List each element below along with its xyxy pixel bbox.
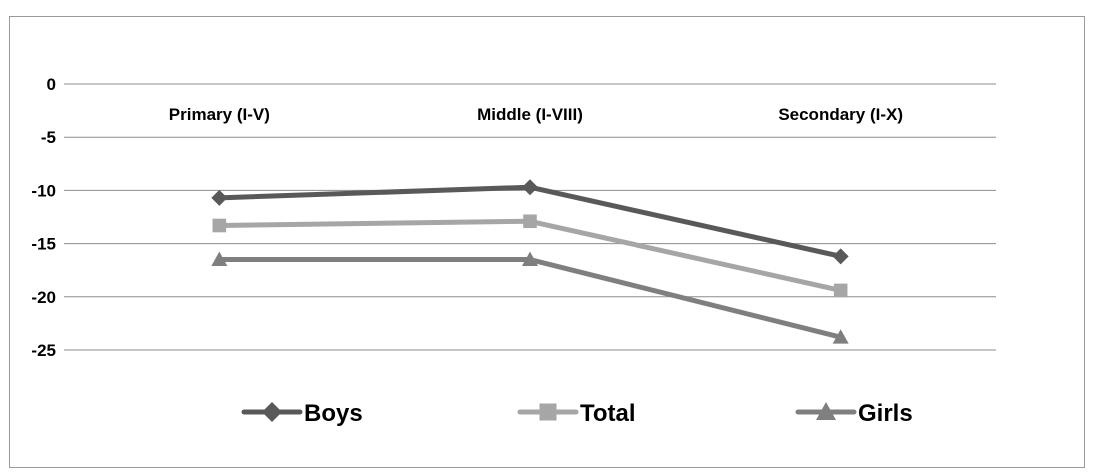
category-label: Middle (I-VIII) <box>477 105 583 124</box>
y-tick-label: -10 <box>31 181 56 200</box>
series-markers <box>211 179 849 344</box>
legend-label: Total <box>580 400 636 427</box>
y-tick-label: -25 <box>31 341 56 360</box>
y-tick-label: -15 <box>31 235 56 254</box>
data-point-girls <box>832 329 849 344</box>
data-point-total <box>833 283 848 298</box>
data-point-girls <box>522 251 538 266</box>
y-tick-label: -20 <box>31 288 56 307</box>
data-point-boys <box>522 179 538 196</box>
data-point-total <box>523 214 537 229</box>
legend-marker <box>816 402 836 420</box>
legend-label: Girls <box>858 400 913 427</box>
data-point-total <box>212 218 227 233</box>
y-axis-ticks: 0 -5 -10 -15 -20 -25 <box>31 75 56 360</box>
category-label: Secondary (I-X) <box>778 105 903 124</box>
y-tick-label: 0 <box>47 75 56 94</box>
y-tick-label: -5 <box>41 128 56 147</box>
legend-marker <box>262 402 282 422</box>
data-point-boys <box>832 248 849 265</box>
legend-item-total: Total <box>517 400 636 427</box>
legend-item-girls: Girls <box>795 400 913 427</box>
legend-item-boys: Boys <box>241 400 363 427</box>
data-point-boys <box>211 189 228 206</box>
category-labels: Primary (I-V) Middle (I-VIII) Secondary (I… <box>169 105 903 124</box>
legend-marker <box>539 403 557 421</box>
chart-frame <box>9 16 1085 468</box>
category-label: Primary (I-V) <box>169 105 270 124</box>
data-point-girls <box>211 251 228 266</box>
legend-label: Boys <box>304 400 363 427</box>
legend: Boys Total Girls <box>241 400 913 427</box>
